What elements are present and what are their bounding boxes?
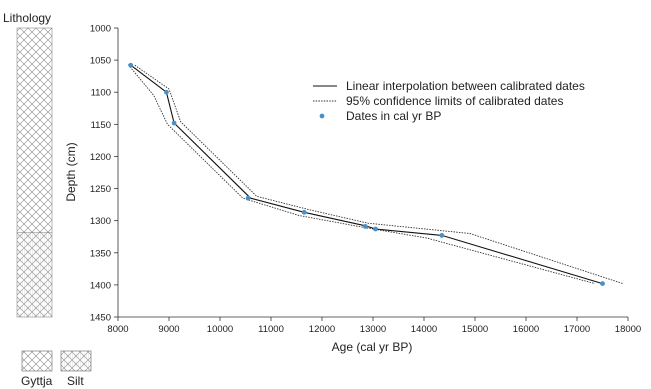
silt-legend-label: Silt	[67, 374, 84, 388]
legend-label-dates: Dates in cal yr BP	[346, 109, 441, 123]
date-point	[164, 89, 169, 95]
date-point	[600, 281, 605, 287]
y-tick-label: 1450	[90, 313, 111, 324]
x-axis-label: Age (cal yr BP)	[332, 340, 413, 354]
series-legend: Linear interpolation between calibrated …	[313, 79, 585, 123]
y-tick-label: 1200	[90, 152, 111, 163]
date-point	[373, 226, 378, 232]
lithology-column	[16, 27, 53, 318]
gyttja-swatch	[21, 350, 53, 372]
x-tick-label: 18000	[615, 324, 641, 335]
y-tick-label: 1350	[90, 248, 111, 259]
lithology-unit-gyttja	[16, 27, 53, 233]
silt-swatch	[60, 350, 92, 372]
y-tick-label: 1300	[90, 216, 111, 227]
x-tick-label: 13000	[360, 324, 386, 335]
chart-axes: 8000 9000 10000 11000 12000 13000 14000 15000 16…	[90, 24, 641, 336]
x-tick-label: 15000	[462, 324, 488, 335]
date-point	[171, 120, 177, 126]
date-point	[439, 233, 445, 238]
y-tick-label: 1050	[90, 56, 111, 67]
date-point	[362, 224, 368, 229]
x-tick-label: 17000	[564, 324, 590, 335]
lithology-legend: Gyttja Silt	[21, 350, 92, 388]
y-axis-label: Depth (cm)	[64, 142, 78, 201]
y-tick-label: 1100	[91, 88, 111, 99]
plot-area	[127, 62, 624, 287]
legend-label-confidence: 95% confidence limits of calibrated date…	[346, 94, 563, 108]
x-tick-label: 11000	[258, 324, 284, 335]
y-tick-label: 1400	[90, 280, 111, 291]
y-tick-label: 1250	[90, 184, 111, 195]
y-tick-label: 1000	[90, 24, 111, 35]
gyttja-legend-label: Gyttja	[21, 374, 53, 388]
x-tick-label: 12000	[309, 324, 335, 335]
date-point	[128, 62, 134, 68]
x-tick-label: 8000	[107, 324, 128, 335]
date-point	[301, 209, 307, 215]
lithology-unit-silt	[16, 231, 53, 318]
legend-marker	[319, 113, 325, 119]
x-tick-label: 10000	[207, 324, 233, 335]
date-point	[245, 195, 251, 201]
legend-label-interpolation: Linear interpolation between calibrated …	[346, 79, 585, 93]
x-tick-label: 14000	[411, 324, 437, 335]
y-tick-label: 1150	[91, 120, 111, 131]
lithology-label: Lithology	[3, 11, 51, 25]
x-tick-label: 16000	[513, 324, 539, 335]
x-tick-label: 9000	[158, 324, 179, 335]
